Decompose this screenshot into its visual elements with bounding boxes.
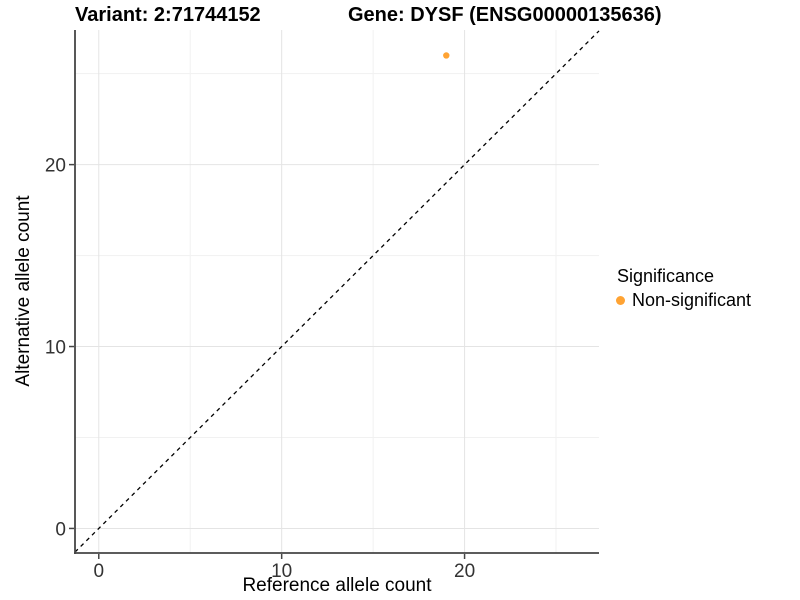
legend: Significance Non-significant bbox=[612, 265, 751, 311]
x-tick-label: 0 bbox=[93, 561, 104, 582]
plot-title-variant: Variant: 2:71744152 bbox=[75, 4, 261, 26]
y-tick-label: 10 bbox=[45, 338, 66, 359]
plot-title-gene: Gene: DYSF (ENSG00000135636) bbox=[348, 4, 662, 26]
legend-dot-icon bbox=[616, 296, 625, 305]
legend-title: Significance bbox=[617, 266, 715, 286]
y-tick-label: 0 bbox=[55, 519, 66, 540]
identity-dashed-line bbox=[74, 30, 600, 553]
x-tick-label: 10 bbox=[271, 561, 292, 582]
x-axis-title: Reference allele count bbox=[242, 575, 432, 596]
legend-item-label: Non-significant bbox=[632, 290, 752, 310]
y-tick-label: 20 bbox=[45, 156, 66, 177]
legend-item: Non-significant bbox=[612, 290, 751, 311]
data-point bbox=[443, 52, 450, 59]
x-tick-label: 20 bbox=[454, 561, 475, 582]
y-axis-title: Alternative allele count bbox=[13, 195, 34, 387]
